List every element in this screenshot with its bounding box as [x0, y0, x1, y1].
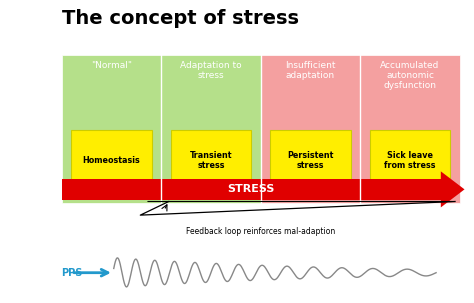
FancyBboxPatch shape [261, 55, 360, 203]
FancyBboxPatch shape [161, 55, 261, 203]
Text: The concept of stress: The concept of stress [62, 9, 299, 28]
FancyBboxPatch shape [71, 130, 152, 191]
FancyBboxPatch shape [360, 55, 460, 203]
Text: PPS: PPS [62, 268, 83, 278]
Polygon shape [441, 171, 465, 207]
Text: Insufficient
adaptation: Insufficient adaptation [285, 61, 336, 80]
Text: Persistent
stress: Persistent stress [287, 151, 334, 170]
Text: Accumulated
autonomic
dysfunction: Accumulated autonomic dysfunction [380, 61, 440, 90]
Text: "Normal": "Normal" [91, 61, 132, 70]
FancyBboxPatch shape [62, 179, 441, 200]
Text: Homeostasis: Homeostasis [82, 156, 140, 165]
Text: Transient
stress: Transient stress [190, 151, 232, 170]
FancyBboxPatch shape [62, 55, 161, 203]
FancyBboxPatch shape [171, 130, 251, 191]
FancyBboxPatch shape [270, 130, 351, 191]
Text: Feedback loop reinforces mal-adaption: Feedback loop reinforces mal-adaption [186, 227, 335, 236]
Text: Sick leave
from stress: Sick leave from stress [384, 151, 436, 170]
FancyBboxPatch shape [370, 130, 450, 191]
Text: Adaptation to
stress: Adaptation to stress [180, 61, 242, 80]
Text: STRESS: STRESS [228, 184, 275, 195]
